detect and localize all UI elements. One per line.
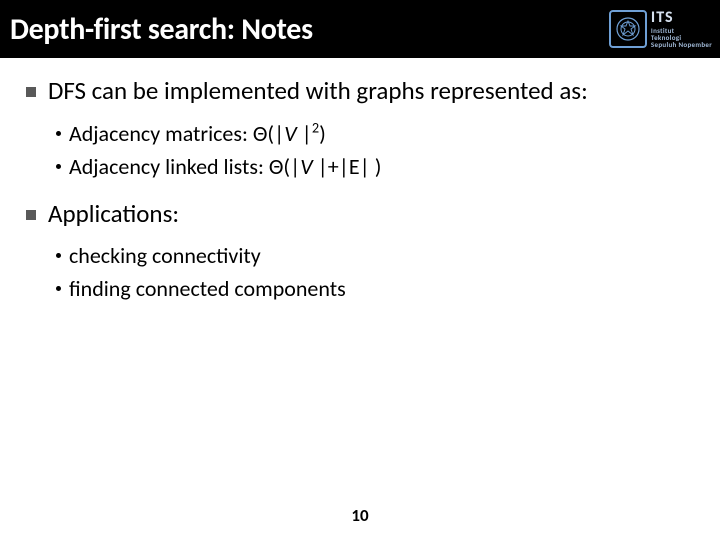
logo: ITS Institut Teknologi Sepuluh Nopember (609, 10, 712, 48)
bullet-1: DFS can be implemented with graphs repre… (26, 76, 694, 107)
text-sup: 2 (312, 118, 319, 136)
text-frag: Adjacency linked lists: Θ(| (69, 153, 300, 180)
square-bullet-icon (26, 87, 36, 97)
logo-seal-icon (609, 10, 647, 48)
sub-bullet-2b-text: finding connected components (69, 272, 346, 305)
sub-bullet-2a: checking connectivity (56, 239, 694, 272)
dot-bullet-icon (56, 253, 61, 258)
sub-bullet-1b-text: Adjacency linked lists: Θ(|V |+|E| ) (69, 150, 381, 183)
sub-bullet-1a-text: Adjacency matrices: Θ(|V |2) (69, 117, 326, 150)
text-frag: ) (319, 120, 326, 147)
text-italic-v: V (300, 153, 312, 180)
bullet-2-sublist: checking connectivity finding connected … (26, 239, 694, 305)
slide-title: Depth-first search: Notes (10, 11, 313, 48)
sub-bullet-2a-text: checking connectivity (69, 239, 261, 272)
text-frag: Adjacency matrices: Θ(| (69, 120, 284, 147)
dot-bullet-icon (56, 286, 61, 291)
sub-bullet-1a: Adjacency matrices: Θ(|V |2) (56, 117, 694, 150)
title-bar: Depth-first search: Notes ITS Institut T… (0, 0, 720, 58)
bullet-1-text: DFS can be implemented with graphs repre… (48, 76, 588, 107)
sub-bullet-2b: finding connected components (56, 272, 694, 305)
square-bullet-icon (26, 210, 36, 220)
text-frag: |+|E| ) (313, 153, 382, 180)
dot-bullet-icon (56, 164, 61, 169)
sub-bullet-1b: Adjacency linked lists: Θ(|V |+|E| ) (56, 150, 694, 183)
logo-text: ITS Institut Teknologi Sepuluh Nopember (651, 10, 712, 48)
dot-bullet-icon (56, 131, 61, 136)
logo-line3: Sepuluh Nopember (651, 41, 712, 48)
page-number: 10 (0, 505, 720, 526)
bullet-2-text: Applications: (48, 199, 179, 230)
logo-acronym: ITS (651, 10, 712, 26)
bullet-1-sublist: Adjacency matrices: Θ(|V |2) Adjacency l… (26, 117, 694, 183)
text-italic-v: V (284, 120, 296, 147)
text-frag: | (297, 120, 312, 147)
bullet-2: Applications: (26, 199, 694, 230)
slide-body: DFS can be implemented with graphs repre… (0, 58, 720, 305)
